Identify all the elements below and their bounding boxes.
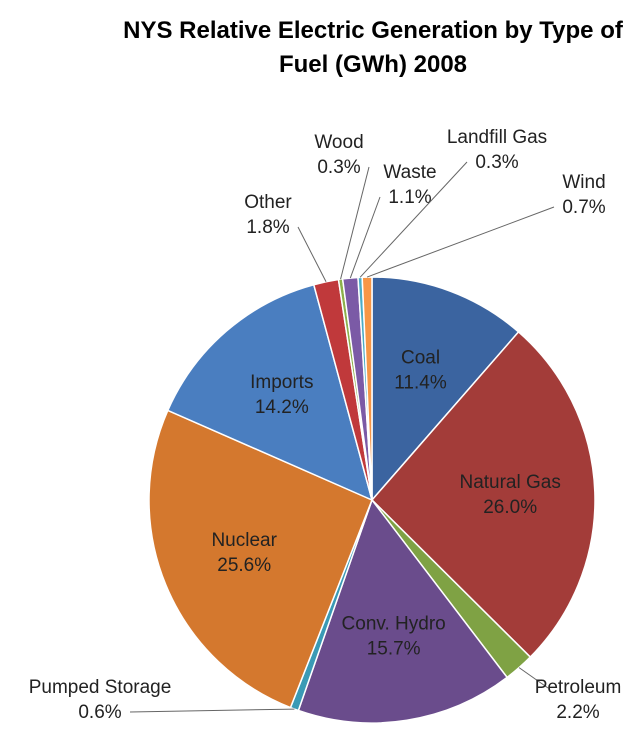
slice-value-label: 1.1% (388, 187, 431, 208)
slice-value-label: 11.4% (394, 373, 447, 394)
slice-value-label: 15.7% (367, 639, 421, 660)
slice-name: Imports (250, 372, 313, 393)
slice-name: Other (244, 192, 292, 213)
pie-slice (370, 330, 596, 659)
slice-name: Natural Gas (459, 472, 560, 493)
slice-name: Wood (314, 132, 363, 153)
pie-slice (371, 276, 520, 503)
slice-name: Petroleum (535, 677, 622, 698)
slice-name: Conv. Hydro (342, 614, 446, 635)
slice-value-label: 0.3% (317, 157, 360, 178)
pie-slice (166, 283, 374, 502)
pie-slice (361, 276, 373, 501)
pie-slice (297, 498, 509, 724)
slice-value-label: 1.8% (246, 217, 289, 238)
slice-name: Coal (401, 348, 440, 369)
slice-name: Pumped Storage (29, 677, 172, 698)
leader-line (297, 226, 327, 283)
leader-line (340, 166, 370, 280)
leader-line (349, 196, 381, 279)
leader-line (359, 161, 468, 278)
slice-name: Waste (383, 162, 436, 183)
slice-name: Wind (562, 172, 605, 193)
slice-name: Nuclear (211, 530, 277, 551)
pie-slice (148, 409, 373, 709)
slice-value-label: 2.2% (556, 702, 599, 723)
leader-line (129, 708, 295, 713)
leader-line (366, 206, 555, 278)
chart-title: NYS Relative Electric Generation by Type… (123, 17, 623, 78)
leader-line (518, 667, 549, 689)
slice-value-label: 0.6% (78, 702, 121, 723)
slice-value-label: 14.2% (255, 397, 309, 418)
slice-name: Landfill Gas (447, 127, 547, 148)
slice-value-label: 0.3% (475, 152, 518, 173)
slice-value-label: 26.0% (483, 497, 537, 518)
slice-value-label: 25.6% (217, 555, 271, 576)
slice-value-label: 0.7% (562, 197, 605, 218)
